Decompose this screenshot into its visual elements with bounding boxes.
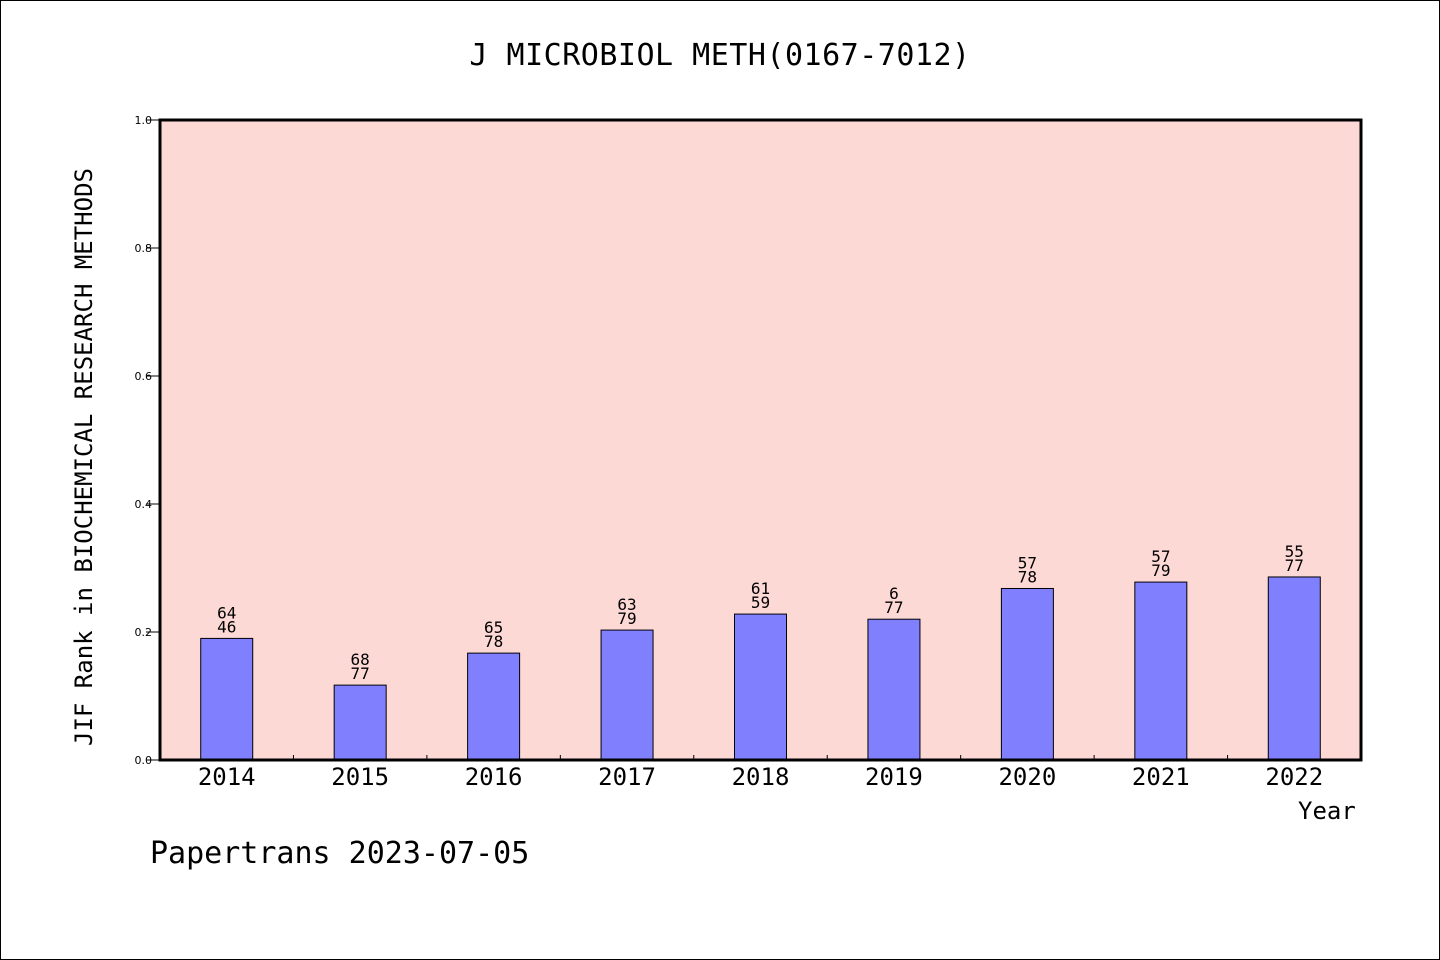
x-tick-label: 2016 — [465, 763, 523, 791]
bar — [734, 613, 787, 761]
y-tick-label: 1.0 — [135, 114, 153, 127]
bar-label-bottom: 46 — [217, 617, 236, 636]
x-tick-label: 2017 — [598, 763, 656, 791]
bar — [1000, 587, 1054, 761]
bar-label-top: 57 — [1018, 553, 1037, 572]
x-tick-label: 2019 — [865, 763, 923, 791]
y-tick-label: 0.2 — [135, 626, 153, 639]
bar — [200, 637, 254, 761]
bar-label-bottom: 78 — [1018, 567, 1037, 586]
bar — [333, 684, 387, 761]
footer-watermark: Papertrans 2023-07-05 — [150, 836, 530, 871]
y-tick-label: 0.4 — [135, 498, 153, 511]
x-axis-label: Year — [1298, 797, 1356, 825]
bar — [867, 618, 921, 761]
x-tick-label: 2018 — [732, 763, 790, 791]
bar-label-bottom: 79 — [617, 609, 636, 628]
bar-label-bottom: 78 — [484, 632, 503, 651]
bar-label-bottom: 77 — [1285, 556, 1304, 575]
bar-label-bottom: 77 — [351, 664, 370, 683]
y-tick-label: 0.6 — [135, 370, 153, 383]
bar-label-top: 64 — [217, 603, 236, 622]
bar-label-top: 63 — [617, 595, 636, 614]
plot-border — [158, 118, 1363, 762]
y-tick-label: 0.0 — [135, 754, 153, 767]
bar — [1267, 576, 1321, 761]
bar-label-top: 6 — [889, 584, 899, 603]
bar-label-top: 65 — [484, 618, 503, 637]
bar-label-top: 61 — [751, 579, 770, 598]
bar-label-bottom: 79 — [1151, 561, 1170, 580]
bar-label-top: 57 — [1151, 547, 1170, 566]
bar-label-top: 68 — [351, 650, 370, 669]
bar-label-bottom: 59 — [751, 593, 770, 612]
bar — [600, 629, 654, 761]
x-tick-label: 2021 — [1132, 763, 1190, 791]
x-tick-label: 2014 — [198, 763, 256, 791]
x-tick-label: 2020 — [998, 763, 1056, 791]
bar — [1134, 581, 1188, 761]
bar — [467, 652, 521, 761]
bar-label-bottom: 77 — [884, 598, 903, 617]
x-tick-label: 2015 — [331, 763, 389, 791]
x-tick-label: 2022 — [1265, 763, 1323, 791]
y-tick-label: 0.8 — [135, 242, 153, 255]
chart-title: J MICROBIOL METH(0167-7012) — [469, 38, 971, 73]
bar-label-top: 55 — [1285, 542, 1304, 561]
